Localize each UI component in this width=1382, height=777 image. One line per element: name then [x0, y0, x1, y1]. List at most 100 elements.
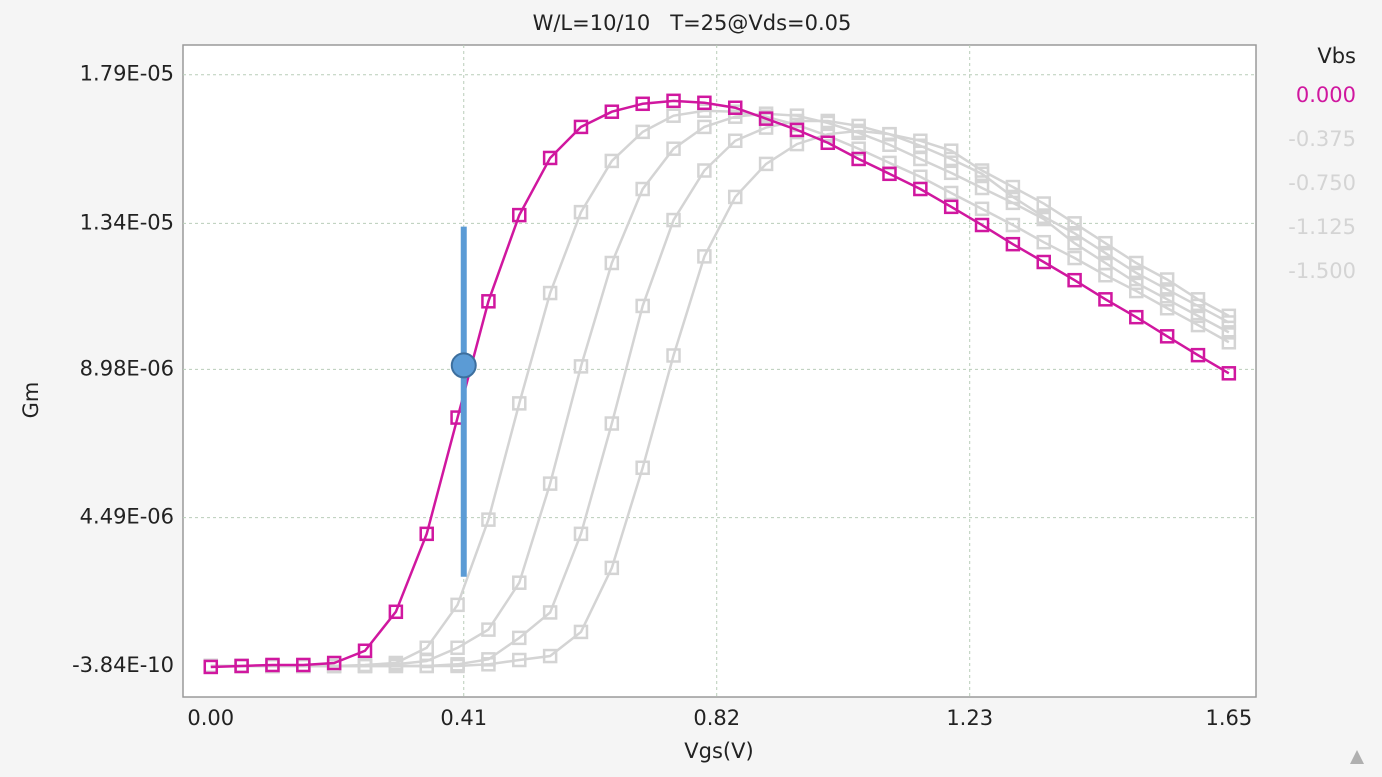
point-marker: [974, 166, 990, 182]
point-marker: [851, 141, 866, 156]
point-marker: [1005, 217, 1021, 233]
point-marker: [789, 108, 805, 123]
point-marker: [481, 512, 496, 527]
point-marker: [697, 249, 712, 264]
point-marker: [1067, 272, 1082, 288]
point-marker: [1221, 325, 1237, 340]
point-marker: [635, 124, 650, 140]
y-tick-label: 1.34E-05: [80, 210, 174, 234]
point-marker: [542, 476, 558, 491]
point-marker: [573, 119, 589, 135]
legend-title: Vbs: [1317, 44, 1356, 68]
point-marker: [604, 560, 620, 576]
point-marker: [1221, 335, 1237, 350]
point-marker: [727, 100, 743, 116]
legend-entry: -0.375: [1288, 127, 1356, 151]
point-marker: [1190, 347, 1206, 363]
point-marker: [481, 652, 496, 667]
point-marker: [1005, 179, 1021, 195]
point-marker: [974, 201, 990, 217]
point-marker: [1129, 309, 1144, 325]
point-marker: [542, 648, 558, 664]
point-marker: [1129, 283, 1144, 299]
point-marker: [635, 298, 650, 314]
point-marker: [1159, 329, 1175, 344]
point-marker: [481, 294, 496, 309]
point-marker: [1005, 236, 1021, 252]
point-marker: [1067, 235, 1082, 251]
x-tick-label: 1.23: [946, 706, 993, 730]
point-marker: [666, 348, 681, 363]
point-marker: [697, 119, 712, 135]
point-marker: [419, 526, 434, 542]
point-marker: [1221, 315, 1237, 330]
point-marker: [697, 103, 712, 118]
point-marker: [604, 416, 620, 431]
point-marker: [1098, 292, 1113, 307]
point-marker: [326, 655, 342, 671]
point-marker: [635, 96, 650, 112]
point-marker: [697, 163, 712, 178]
point-marker: [1221, 366, 1237, 381]
point-marker: [974, 217, 990, 233]
point-marker: [604, 255, 620, 271]
point-marker: [943, 199, 959, 215]
point-marker: [1190, 317, 1206, 333]
cursor-point: [450, 352, 477, 379]
legend-entry: 0.000: [1296, 83, 1356, 107]
point-marker: [1005, 195, 1021, 211]
point-marker: [943, 185, 959, 201]
legend-entry: -1.500: [1288, 259, 1356, 283]
point-marker: [573, 359, 589, 374]
legend-entry: -0.750: [1288, 171, 1356, 195]
point-marker: [1036, 254, 1051, 270]
point-marker: [203, 659, 219, 675]
y-tick-label: -3.84E-10: [72, 653, 174, 677]
point-marker: [943, 165, 959, 181]
point-marker: [1036, 211, 1051, 227]
point-marker: [1067, 226, 1082, 241]
point-marker: [1159, 272, 1175, 287]
point-marker: [1159, 292, 1175, 307]
scroll-arrow[interactable]: [1350, 750, 1364, 764]
x-tick-label: 1.65: [1205, 706, 1252, 730]
point-marker: [851, 151, 866, 167]
legend-entry: -1.125: [1288, 215, 1356, 239]
point-marker: [604, 104, 620, 119]
point-marker: [419, 640, 434, 656]
x-tick-label: 0.41: [440, 706, 487, 730]
point-marker: [727, 189, 743, 205]
point-marker: [1190, 308, 1206, 324]
point-marker: [512, 652, 527, 668]
x-tick-label: 0.00: [187, 706, 234, 730]
point-marker: [1036, 234, 1051, 250]
point-marker: [512, 396, 527, 411]
series-line: [210, 109, 1230, 668]
point-marker: [573, 526, 589, 542]
plot-area: [182, 44, 1257, 698]
point-marker: [882, 137, 897, 152]
point-marker: [666, 212, 681, 228]
chart-title: W/L=10/10 T=25@Vds=0.05: [533, 11, 852, 35]
point-marker: [542, 150, 558, 166]
point-marker: [1159, 282, 1175, 297]
point-marker: [1098, 235, 1113, 251]
point-marker: [758, 156, 774, 172]
point-marker: [913, 151, 928, 167]
x-tick-label: 0.82: [693, 706, 740, 730]
point-marker: [1129, 275, 1144, 291]
point-marker: [943, 143, 959, 158]
point-marker: [604, 153, 620, 169]
point-marker: [573, 204, 589, 220]
point-marker: [666, 108, 681, 123]
point-marker: [357, 657, 373, 673]
point-marker: [1190, 298, 1206, 314]
point-marker: [943, 151, 959, 167]
point-marker: [666, 93, 681, 109]
point-marker: [789, 122, 805, 138]
point-marker: [1067, 216, 1082, 231]
point-marker: [573, 624, 589, 640]
y-tick-label: 1.79E-05: [80, 62, 174, 86]
point-marker: [851, 125, 866, 141]
